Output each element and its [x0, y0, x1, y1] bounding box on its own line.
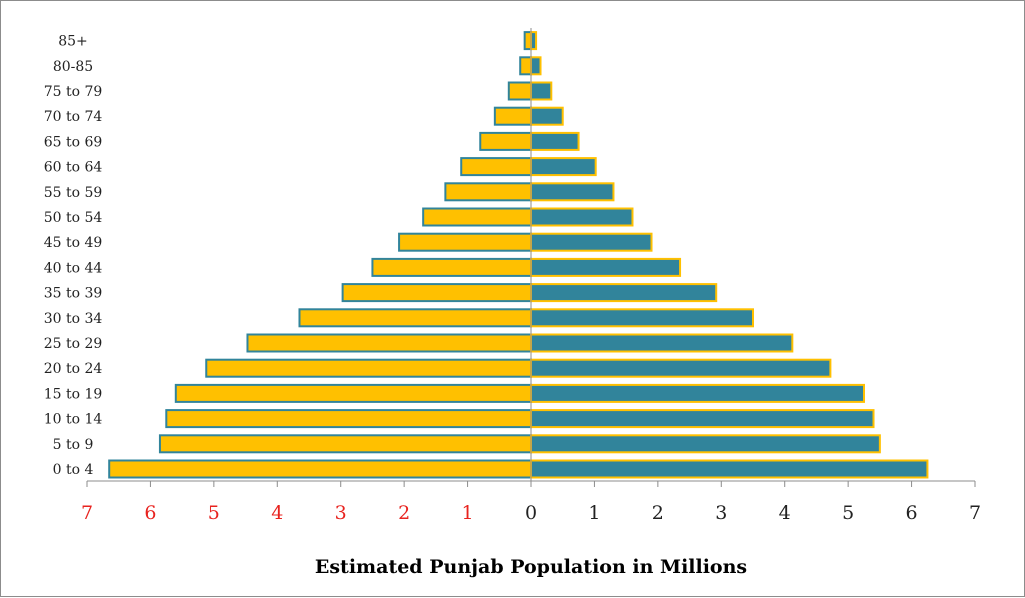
- x-tick-label: 7: [969, 502, 981, 524]
- x-tick-label: 5: [842, 502, 854, 524]
- x-ticks-group: 7 6 5 4 3 2 1 0 1 2 3 4 5 6 7: [81, 481, 981, 524]
- bar-right-15-to-19: [530, 383, 865, 403]
- bars-group: [108, 31, 929, 479]
- category-label: 70 to 74: [44, 109, 103, 125]
- bar-left-15-to-19: [174, 383, 533, 403]
- bar-left-10-to-14: [165, 409, 533, 429]
- bar-left-20-to-24: [205, 358, 532, 378]
- x-tick-label: 1: [462, 502, 474, 524]
- category-label: 40 to 44: [44, 260, 103, 276]
- bar-left-45-to-49: [398, 232, 532, 252]
- category-label: 45 to 49: [44, 235, 103, 251]
- bar-left-30-to-34: [298, 308, 532, 328]
- x-tick-label: 1: [588, 502, 600, 524]
- bar-right-50-to-54: [530, 207, 634, 227]
- bar-right-55-to-59: [530, 182, 615, 202]
- category-label: 10 to 14: [44, 412, 103, 428]
- category-label: 60 to 64: [44, 160, 103, 176]
- bar-right-40-to-44: [530, 257, 682, 277]
- category-label: 15 to 19: [44, 386, 103, 402]
- bar-left-60-to-64: [460, 157, 533, 177]
- bar-left-50-to-54: [422, 207, 532, 227]
- bar-left-0-to-4: [108, 459, 532, 479]
- bar-right-70-to-74: [530, 106, 564, 126]
- bar-left-75-to-79: [507, 81, 532, 101]
- x-tick-label: 6: [906, 502, 918, 524]
- category-label: 25 to 29: [44, 336, 103, 352]
- category-label: 55 to 59: [44, 185, 103, 201]
- bar-left-40-to-44: [371, 257, 532, 277]
- x-tick-label: 5: [208, 502, 220, 524]
- bar-right-80-85: [530, 56, 542, 76]
- category-label: 75 to 79: [44, 84, 103, 100]
- category-label: 5 to 9: [53, 437, 94, 453]
- bar-left-5-to-9: [158, 434, 532, 454]
- bar-right-45-to-49: [530, 232, 653, 252]
- bar-right-65-to-69: [530, 131, 580, 151]
- x-tick-label: 6: [144, 502, 156, 524]
- x-tick-label: 3: [335, 502, 347, 524]
- x-tick-label: 4: [271, 502, 283, 524]
- x-tick-label: 2: [652, 502, 664, 524]
- bar-right-20-to-24: [530, 358, 832, 378]
- bar-right-30-to-34: [530, 308, 754, 328]
- bar-left-35-to-39: [341, 283, 533, 303]
- category-label: 35 to 39: [44, 286, 103, 302]
- category-label: 50 to 54: [44, 210, 103, 226]
- bar-left-80-85: [519, 56, 533, 76]
- bar-right-25-to-29: [530, 333, 794, 353]
- bar-left-55-to-59: [444, 182, 532, 202]
- x-tick-label: 3: [715, 502, 727, 524]
- category-label: 30 to 34: [44, 311, 103, 327]
- bar-right-10-to-14: [530, 409, 875, 429]
- bar-right-75-to-79: [530, 81, 553, 101]
- category-labels-group: 0 to 4 5 to 9 10 to 14 15 to 19 20 to 24 25 t…: [44, 34, 103, 478]
- bar-right-60-to-64: [530, 157, 597, 177]
- x-tick-label: 0: [525, 502, 537, 524]
- bar-left-25-to-29: [246, 333, 533, 353]
- bar-right-35-to-39: [530, 283, 718, 303]
- bar-left-70-to-74: [493, 106, 532, 126]
- bar-right-5-to-9: [530, 434, 881, 454]
- category-label: 80-85: [53, 59, 93, 75]
- category-label: 20 to 24: [44, 361, 103, 377]
- bar-right-0-to-4: [530, 459, 929, 479]
- x-axis-title: Estimated Punjab Population in Millions: [315, 556, 747, 578]
- bar-right-85-: [530, 31, 538, 51]
- x-tick-label: 2: [398, 502, 410, 524]
- bar-left-65-to-69: [479, 131, 532, 151]
- category-label: 0 to 4: [53, 462, 94, 478]
- x-tick-label: 4: [779, 502, 791, 524]
- category-label: 85+: [58, 34, 88, 50]
- x-tick-label: 7: [81, 502, 93, 524]
- category-label: 65 to 69: [44, 134, 103, 150]
